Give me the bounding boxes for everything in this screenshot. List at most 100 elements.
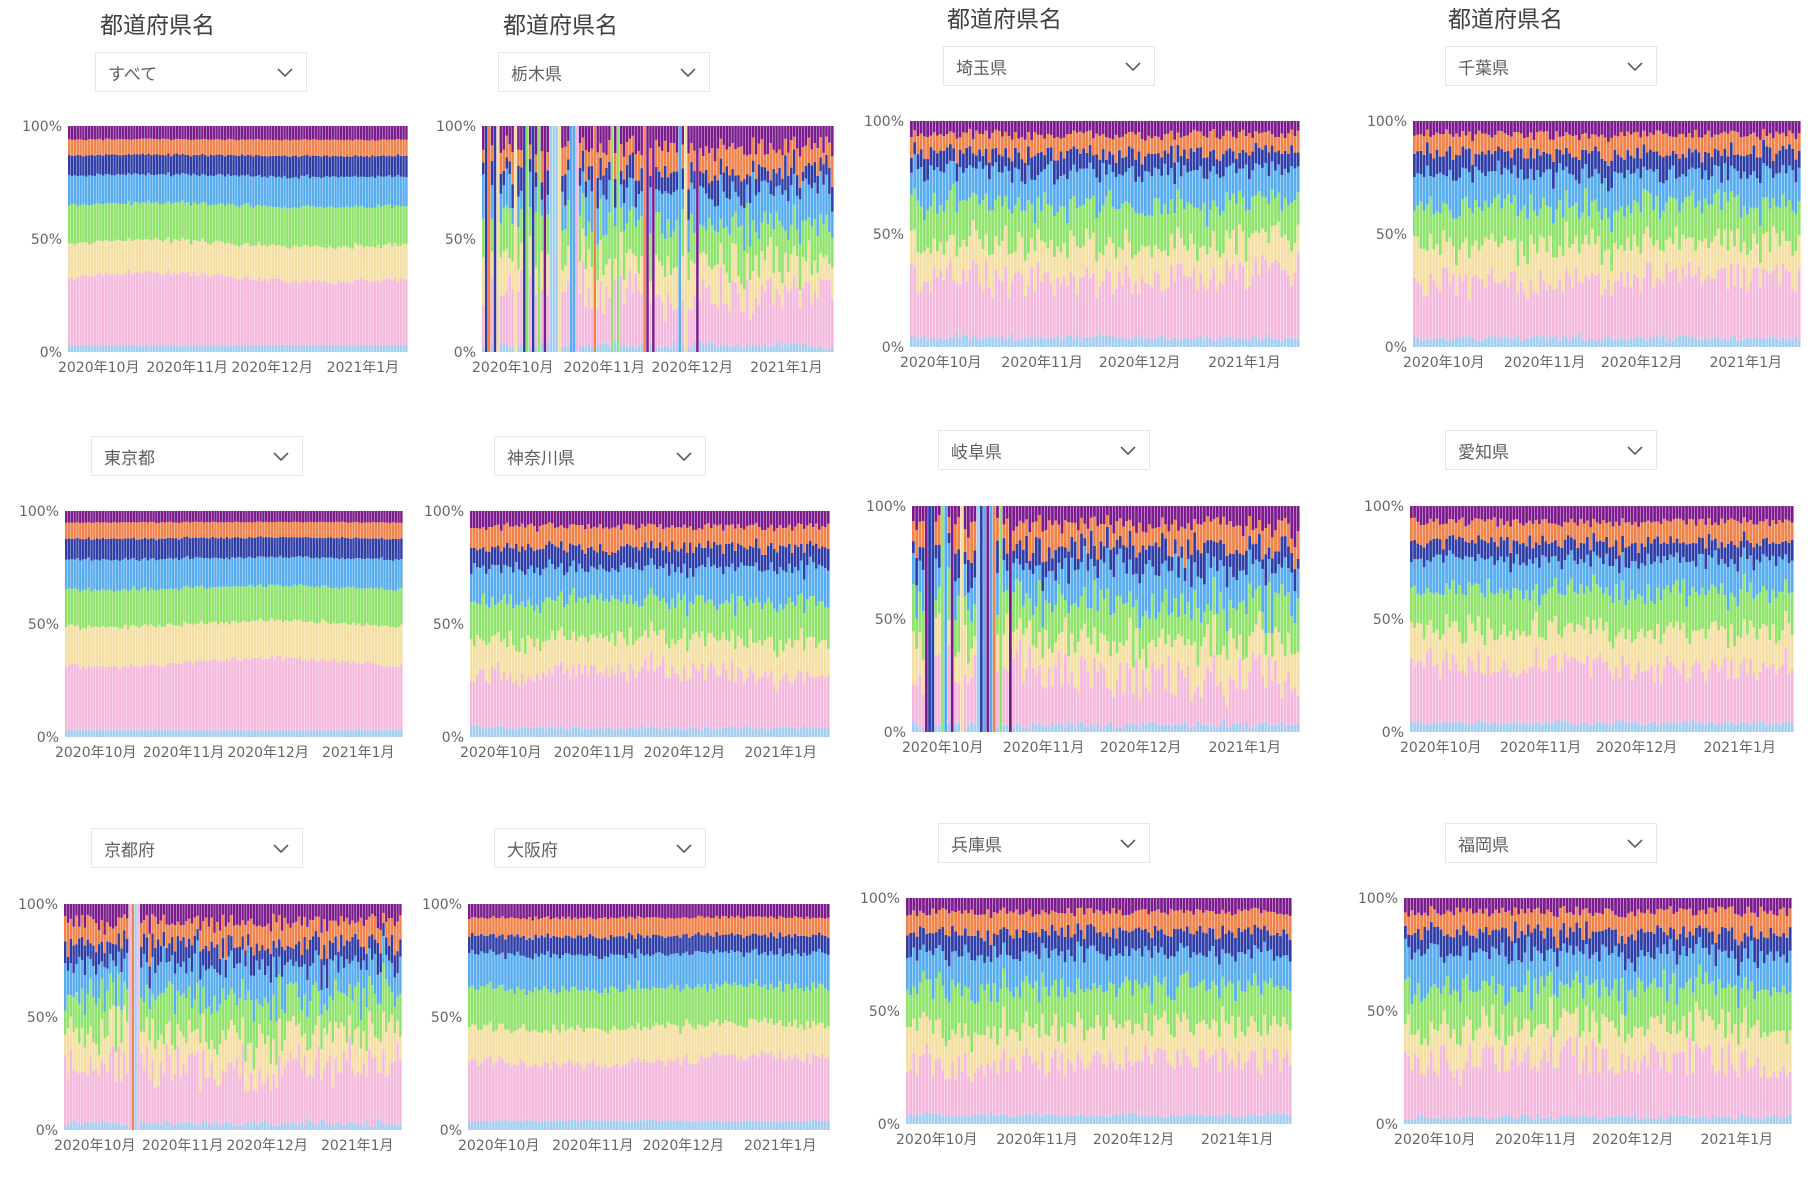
bar-segment [554,639,557,666]
bar-segment [117,1121,120,1130]
bar-segment [641,511,644,524]
bar-segment [605,571,608,599]
bar-segment [335,587,338,624]
bar-segment [396,126,400,140]
bar-segment [530,728,533,737]
bar-segment [567,991,571,1029]
bar-segment [185,973,188,999]
bar-segment [575,525,578,546]
bar-segment [561,937,565,956]
bar-segment [258,1068,261,1125]
bar-segment [522,904,525,918]
bar-segment [746,174,749,185]
bar-segment [593,550,596,568]
bar-segment [156,904,160,925]
bar-segment [161,138,164,155]
bar-segment [255,943,258,961]
bar-segment [608,511,611,529]
bar-segment [70,522,74,539]
bar-segment [515,562,518,605]
bar-segment [540,251,544,291]
bar-segment [391,560,395,591]
bar-segment [266,923,270,949]
bar-segment [306,245,309,281]
bar-segment [210,941,213,966]
prefecture-dropdown[interactable]: 大阪府 [494,828,706,868]
bar-segment [704,169,708,194]
bar-segment [476,511,479,529]
bar-segment [549,957,553,993]
bar-segment [483,986,486,1025]
bar-segment [752,603,755,643]
bar-segment [238,139,241,156]
bar-segment [155,345,159,352]
bar-segment [482,162,485,175]
bar-segment [757,126,761,144]
bar-segment [821,511,824,527]
bar-segment [211,521,214,537]
bar-segment [792,149,796,174]
bar-segment [573,1065,577,1120]
bar-segment [323,944,326,966]
bar-segment [365,208,368,247]
bar-segment [292,1121,295,1130]
bar-segment [132,511,136,523]
bar-segment [145,1017,149,1046]
bar-segment [584,306,588,347]
bar-segment [233,968,236,994]
bar-segment [124,345,128,352]
bar-segment [399,915,402,940]
bar-segment [123,958,126,982]
bar-segment [405,243,408,280]
bar-segment [334,345,337,352]
bar-segment [80,904,84,916]
bar-segment [138,345,142,352]
bar-segment [188,587,192,624]
bar-segment [751,344,755,352]
bar-segment [791,602,794,648]
bar-segment [335,521,338,538]
bar-segment [507,1062,510,1122]
bar-segment [366,558,369,589]
bar-segment [294,345,298,352]
bar-segment [229,175,232,205]
bar-segment [656,727,659,737]
bar-segment [379,1003,382,1043]
bar-segment [263,244,266,279]
bar-segment [307,622,310,661]
bar-segment [385,1125,388,1130]
prefecture-dropdown[interactable]: 京都府 [91,828,303,868]
bar-segment [90,154,94,176]
bar-segment [218,203,221,241]
bar-segment [212,176,215,205]
bar-segment [187,139,190,155]
bar-segment [596,308,599,345]
bar-segment [558,1119,562,1130]
bar-segment [201,153,204,174]
prefecture-dropdown[interactable]: 栃木県 [498,52,710,92]
bar-segment [132,730,136,737]
slicer-title: 都道府県名 [503,13,618,39]
bar-segment [617,599,620,631]
bar-segment [283,155,286,176]
bar-segment [320,932,323,960]
dropdown-value: 京都府 [104,840,155,861]
prefecture-dropdown[interactable]: 神奈川県 [494,436,706,476]
bar-segment [244,904,247,925]
bar-segment [158,174,162,204]
bar-segment [743,126,746,155]
bar-segment [301,730,305,737]
bar-segment [505,168,508,206]
bar-segment [329,661,333,731]
prefecture-dropdown[interactable]: すべて [95,52,307,92]
bar-segment [163,626,166,667]
bar-segment [560,591,563,628]
bar-segment [182,1122,185,1130]
bar-segment [138,272,142,346]
bar-segment [728,543,731,568]
bar-segment [764,602,767,641]
prefecture-dropdown[interactable]: 東京都 [91,436,303,476]
bar-segment [476,567,479,604]
bar-segment [815,677,818,730]
bar-segment [338,623,341,663]
